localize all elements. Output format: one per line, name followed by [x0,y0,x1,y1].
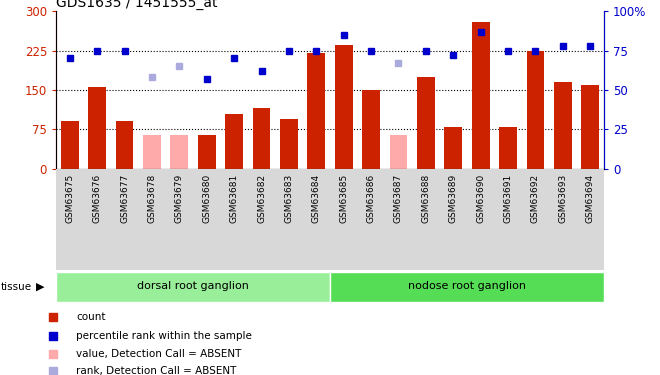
Bar [335,45,352,169]
Bar [115,122,133,169]
Text: GDS1635 / 1451555_at: GDS1635 / 1451555_at [56,0,218,10]
Bar [472,22,490,169]
Text: GSM63679: GSM63679 [175,174,184,223]
Text: GSM63693: GSM63693 [558,174,568,223]
Text: ▶: ▶ [36,282,44,292]
Text: nodose root ganglion: nodose root ganglion [408,281,526,291]
Bar [499,127,517,169]
Bar [444,127,462,169]
Bar [56,272,330,302]
Bar [389,135,407,169]
Text: value, Detection Call = ABSENT: value, Detection Call = ABSENT [76,349,242,358]
Bar [330,272,604,302]
Bar [554,82,572,169]
Text: GSM63689: GSM63689 [449,174,458,223]
Text: GSM63678: GSM63678 [147,174,156,223]
Text: dorsal root ganglion: dorsal root ganglion [137,281,249,291]
Text: GSM63686: GSM63686 [366,174,376,223]
Text: GSM63683: GSM63683 [284,174,294,223]
Bar [198,135,216,169]
Bar [581,85,599,169]
Text: GSM63680: GSM63680 [202,174,211,223]
Text: count: count [76,312,106,322]
Text: GSM63688: GSM63688 [421,174,430,223]
Text: GSM63690: GSM63690 [476,174,485,223]
Bar [61,122,79,169]
Text: GSM63676: GSM63676 [92,174,102,223]
Bar [170,135,188,169]
Bar [225,114,243,169]
Text: GSM63691: GSM63691 [504,174,513,223]
Text: rank, Detection Call = ABSENT: rank, Detection Call = ABSENT [76,366,236,375]
Bar [143,135,161,169]
Text: GSM63677: GSM63677 [120,174,129,223]
Text: GSM63675: GSM63675 [65,174,75,223]
Text: GSM63694: GSM63694 [585,174,595,223]
Bar [253,108,271,169]
Bar [88,87,106,169]
Bar [280,119,298,169]
Text: tissue: tissue [1,282,32,292]
Text: percentile rank within the sample: percentile rank within the sample [76,331,251,341]
Text: GSM63685: GSM63685 [339,174,348,223]
Bar [362,90,380,169]
Text: GSM63682: GSM63682 [257,174,266,223]
Text: GSM63692: GSM63692 [531,174,540,223]
Bar [417,77,435,169]
Bar [527,51,544,169]
Text: GSM63687: GSM63687 [394,174,403,223]
Text: GSM63684: GSM63684 [312,174,321,223]
Text: GSM63681: GSM63681 [230,174,239,223]
Bar [308,53,325,169]
